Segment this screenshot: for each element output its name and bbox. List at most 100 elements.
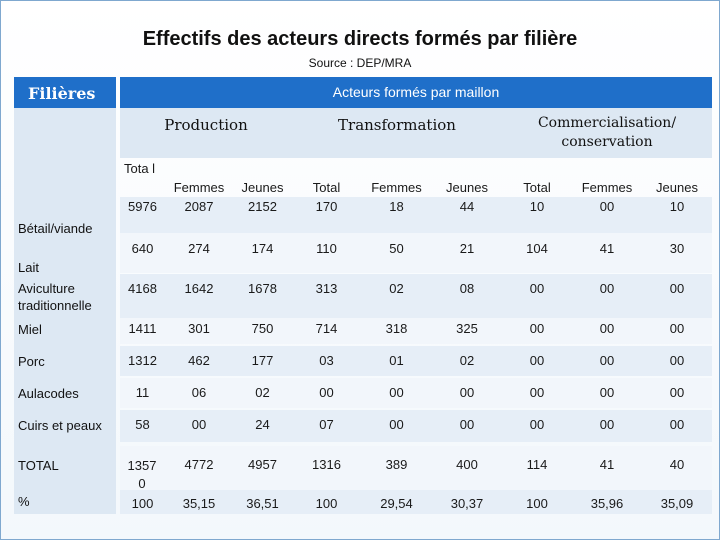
table-cell: 41 bbox=[599, 241, 615, 256]
table-cell: 170 bbox=[315, 199, 338, 214]
table-cell: 104 bbox=[526, 241, 548, 256]
table-cell: 36,51 bbox=[246, 496, 279, 511]
column-header: Total bbox=[312, 180, 341, 195]
table-cell: 00 bbox=[669, 353, 685, 368]
table-cell: 301 bbox=[188, 321, 210, 336]
table-cell: 50 bbox=[389, 241, 404, 256]
table-cell: 07 bbox=[319, 417, 334, 432]
table-cell: 325 bbox=[456, 321, 478, 336]
table-cell: 1411 bbox=[128, 321, 157, 336]
table-cell: 00 bbox=[459, 417, 475, 432]
slide-title: Effectifs des acteurs directs formés par… bbox=[142, 28, 578, 50]
table-cell: 1642 bbox=[184, 281, 214, 296]
filieres-header: Filières bbox=[28, 84, 96, 103]
row-label: Cuirs et peaux bbox=[18, 418, 102, 433]
acteurs-header-box bbox=[120, 77, 712, 108]
column-header: Jeunes bbox=[446, 180, 488, 195]
table-cell: 4772 bbox=[184, 457, 214, 472]
table-cell: 640 bbox=[131, 241, 154, 256]
table-cell: 100 bbox=[315, 496, 338, 511]
table-cell: 06 bbox=[191, 385, 207, 400]
row-label: Porc bbox=[18, 354, 45, 369]
table-cell: 177 bbox=[251, 353, 274, 368]
table-cell: 35,96 bbox=[590, 496, 624, 511]
table-cell: 00 bbox=[529, 385, 545, 400]
column-header: Tota l bbox=[124, 161, 156, 176]
table-cell: 114 bbox=[526, 457, 548, 472]
row-band bbox=[120, 318, 712, 344]
column-header: Jeunes bbox=[656, 180, 698, 195]
table-cell: 00 bbox=[529, 281, 545, 296]
row-label: Bétail/viande bbox=[18, 221, 93, 236]
row-band bbox=[120, 490, 712, 514]
table-cell: 08 bbox=[459, 281, 475, 296]
table-cell: 00 bbox=[669, 321, 685, 336]
source-note: Source : DEP/MRA bbox=[308, 56, 412, 70]
table-cell: 00 bbox=[389, 385, 404, 400]
table-cell: 00 bbox=[669, 281, 685, 296]
table-cell: 400 bbox=[456, 457, 478, 472]
filieres-header-box bbox=[14, 77, 116, 108]
table-cell: 2087 bbox=[184, 199, 214, 214]
table-cell: 1312 bbox=[128, 353, 157, 368]
table-cell: 30 bbox=[669, 241, 685, 256]
table-cell: 174 bbox=[251, 241, 274, 256]
table-cell: 00 bbox=[529, 353, 545, 368]
row-band bbox=[120, 274, 712, 318]
group-header-band bbox=[120, 108, 712, 158]
table-cell: 58 bbox=[135, 417, 150, 432]
table-cell: 35,09 bbox=[660, 496, 694, 511]
table-cell: 01 bbox=[389, 353, 404, 368]
table-cell: 00 bbox=[319, 385, 334, 400]
row-label: TOTAL bbox=[18, 458, 59, 473]
table-cell: 00 bbox=[599, 385, 615, 400]
table-cell: 5976 bbox=[128, 199, 157, 214]
table-cell: 100 bbox=[526, 496, 548, 511]
table-cell: 750 bbox=[251, 321, 274, 336]
table-cell: 02 bbox=[255, 385, 270, 400]
table-cell: 35,15 bbox=[182, 496, 216, 511]
table-cell: 389 bbox=[385, 457, 408, 472]
table-cell: 00 bbox=[599, 417, 615, 432]
table-cell: 00 bbox=[599, 353, 615, 368]
table-cell: 00 bbox=[599, 321, 615, 336]
row-label: Aulacodes bbox=[18, 386, 79, 401]
table-cell: 30,37 bbox=[450, 496, 484, 511]
table-cell: 03 bbox=[319, 353, 334, 368]
table-cell: 10 bbox=[669, 199, 685, 214]
table-cell: 21 bbox=[459, 241, 475, 256]
table-cell: 00 bbox=[389, 417, 404, 432]
table-cell: 00 bbox=[529, 321, 545, 336]
group-commercialisation: Commercialisation/ conservation bbox=[537, 115, 677, 150]
table-cell: 44 bbox=[459, 199, 475, 214]
row-band bbox=[120, 378, 712, 408]
table-cell: 10 bbox=[529, 199, 545, 214]
table-cell: 714 bbox=[315, 321, 338, 336]
row-label: % bbox=[18, 494, 30, 509]
table-cell: 00 bbox=[529, 417, 545, 432]
table-cell: 00 bbox=[599, 281, 615, 296]
row-band bbox=[120, 446, 712, 490]
table-cell: 41 bbox=[599, 457, 615, 472]
table-cell: 11 bbox=[135, 385, 150, 400]
table-cell: 02 bbox=[459, 353, 475, 368]
table-cell: 4168 bbox=[128, 281, 157, 296]
table-cell: 00 bbox=[459, 385, 475, 400]
table-cell: 00 bbox=[669, 385, 685, 400]
table-cell: 18 bbox=[389, 199, 404, 214]
column-header: Femmes bbox=[173, 180, 225, 195]
acteurs-header: Acteurs formés par maillon bbox=[332, 84, 500, 100]
group-transformation: Transformation bbox=[338, 116, 456, 134]
group-production: Production bbox=[164, 116, 248, 134]
row-label: Aviculture traditionnelle bbox=[18, 281, 92, 313]
row-label: Miel bbox=[18, 322, 42, 337]
table-cell: 00 bbox=[669, 417, 685, 432]
table-cell: 00 bbox=[599, 199, 615, 214]
table-cell: 313 bbox=[315, 281, 338, 296]
column-header: Femmes bbox=[371, 180, 422, 195]
table-cell: 29,54 bbox=[380, 496, 413, 511]
column-header: Total bbox=[523, 180, 551, 195]
table-cell: 1357 0 bbox=[127, 458, 157, 491]
table-cell: 462 bbox=[188, 353, 210, 368]
table-cell: 40 bbox=[669, 457, 685, 472]
